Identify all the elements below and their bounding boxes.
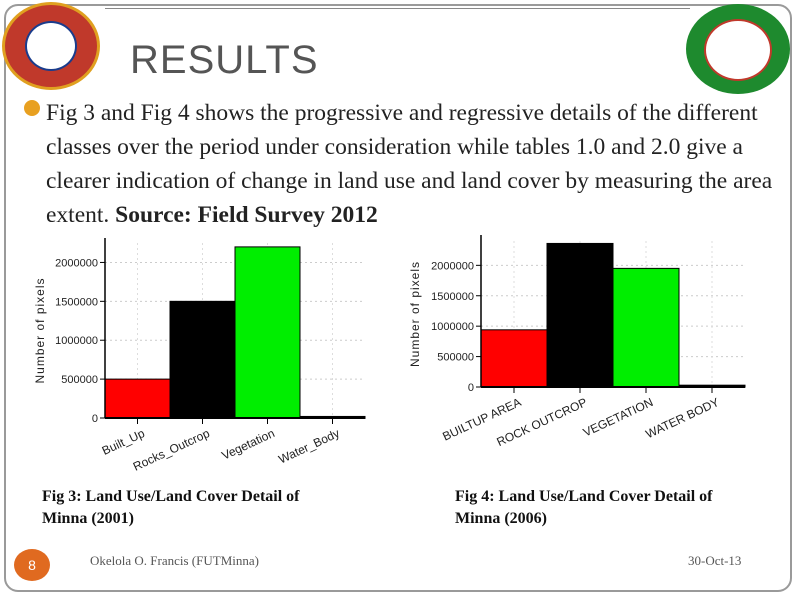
- slide-frame: [4, 4, 792, 592]
- bar-builtup-area: [480, 329, 548, 388]
- x-tick-label: WATER BODY: [643, 395, 721, 441]
- y-axis-label: Number of pixels: [33, 277, 47, 383]
- caption-fig4: Fig 4: Land Use/Land Cover Detail of Min…: [455, 488, 713, 527]
- nasrda-logo: [686, 4, 790, 94]
- divider: [105, 8, 690, 9]
- y-axis-label: Number of pixels: [408, 261, 422, 367]
- y-tick-label: 0: [468, 382, 474, 394]
- body-sentence: Fig 3 and Fig 4 shows the progressive an…: [46, 100, 773, 228]
- caption-fig3: Fig 3: Land Use/Land Cover Detail of Min…: [42, 488, 300, 527]
- x-tick-label: Vegetation: [219, 426, 276, 463]
- page-number: 8: [14, 549, 50, 581]
- y-tick-label: 1000000: [431, 321, 474, 333]
- bar-rocks-outcrop: [169, 300, 236, 419]
- y-tick-label: 500000: [61, 374, 98, 386]
- bar-vegetation: [612, 267, 680, 388]
- source-text: Source: Field Survey 2012: [115, 202, 378, 228]
- bar-vegetation: [234, 246, 301, 419]
- chart-fig3: 0500000100000015000002000000Built_UpRock…: [33, 238, 366, 474]
- y-tick-label: 0: [92, 413, 98, 425]
- y-tick-label: 1000000: [55, 335, 98, 347]
- y-tick-label: 2000000: [431, 260, 474, 272]
- y-tick-label: 1500000: [55, 296, 98, 308]
- x-tick-label: Built_Up: [100, 426, 147, 458]
- y-tick-label: 2000000: [55, 257, 98, 269]
- body-text: Fig 3 and Fig 4 shows the progressive an…: [46, 96, 786, 232]
- x-tick-label: VEGETATION: [581, 395, 655, 440]
- slide-title: RESULTS: [130, 38, 319, 82]
- futminna-logo: [2, 2, 100, 90]
- y-tick-label: 500000: [437, 352, 474, 364]
- bar-rock-outcrop: [546, 242, 614, 388]
- y-tick-label: 1500000: [431, 291, 474, 303]
- x-tick-label: Water_Body: [276, 426, 341, 466]
- footer-date: 30-Oct-13: [688, 553, 742, 568]
- bullet-icon: [24, 100, 40, 116]
- bar-built-up: [104, 378, 171, 419]
- footer-author: Okelola O. Francis (FUTMinna): [90, 553, 259, 568]
